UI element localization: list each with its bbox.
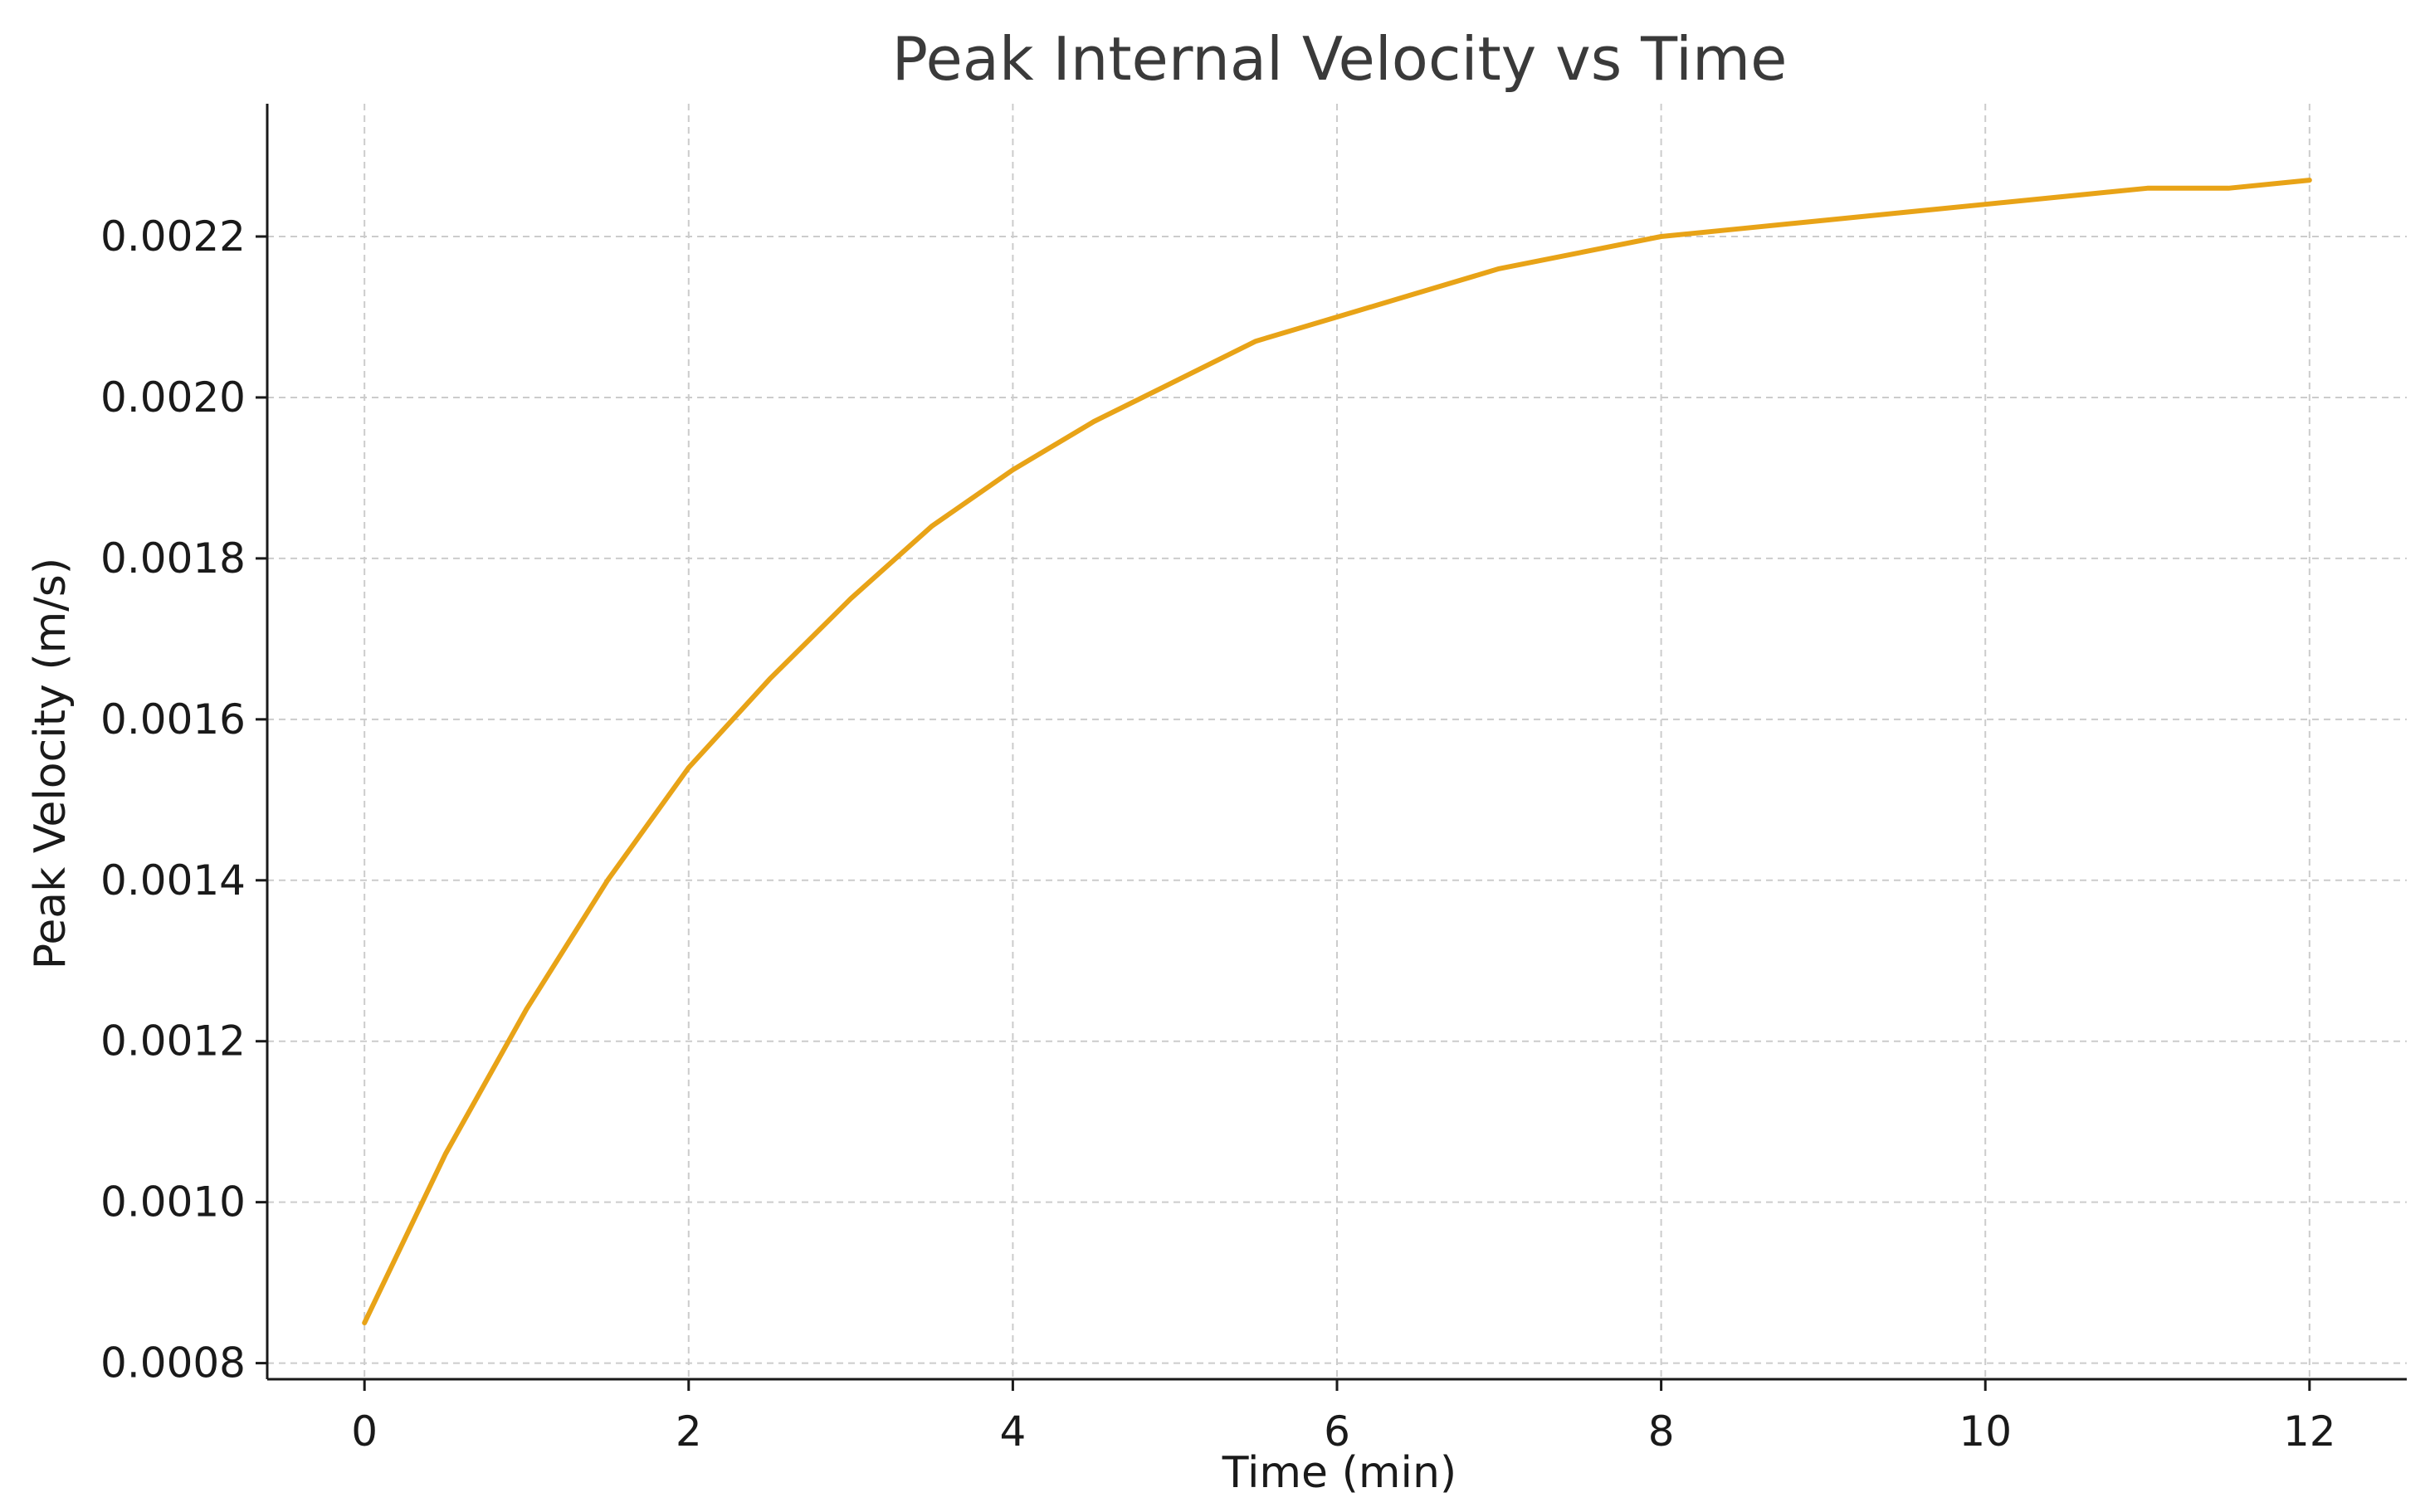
y-axis-label: Peak Velocity (m/s) xyxy=(26,558,76,969)
x-tick-label: 6 xyxy=(1324,1407,1350,1456)
x-tick-label: 8 xyxy=(1648,1407,1675,1456)
x-tick-label: 12 xyxy=(2283,1407,2336,1456)
chart-title: Peak Internal Velocity vs Time xyxy=(892,24,1788,94)
x-tick-label: 2 xyxy=(676,1407,702,1456)
y-tick-label: 0.0012 xyxy=(100,1017,246,1066)
x-axis-ticks: 0 2 4 6 8 10 12 xyxy=(351,1379,2336,1456)
y-tick-label: 0.0010 xyxy=(100,1178,246,1227)
y-tick-label: 0.0008 xyxy=(100,1339,246,1388)
y-axis-ticks: 0.0008 0.0010 0.0012 0.0014 0.0016 0.0018 0.00… xyxy=(100,212,267,1388)
x-tick-label: 0 xyxy=(351,1407,378,1456)
x-tick-label: 4 xyxy=(999,1407,1026,1456)
x-axis-label: Time (min) xyxy=(1222,1448,1457,1498)
grid-lines xyxy=(267,104,2407,1379)
y-tick-label: 0.0014 xyxy=(100,856,246,905)
series-line xyxy=(362,178,2312,1326)
series-layer xyxy=(362,178,2312,1326)
x-tick-label: 10 xyxy=(1959,1407,2012,1456)
y-tick-label: 0.0016 xyxy=(100,695,246,744)
y-tick-label: 0.0020 xyxy=(100,373,246,422)
y-tick-label: 0.0022 xyxy=(100,212,246,261)
y-tick-label: 0.0018 xyxy=(100,534,246,583)
